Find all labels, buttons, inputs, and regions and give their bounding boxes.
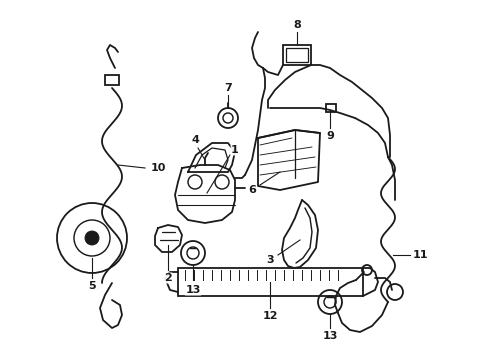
Text: 12: 12 [262, 311, 278, 321]
Circle shape [85, 231, 99, 245]
Bar [286, 48, 308, 62]
Text: 5: 5 [88, 281, 96, 291]
Text: 9: 9 [326, 131, 334, 141]
Bar [326, 104, 336, 112]
Text: 1: 1 [231, 145, 239, 155]
Text: 13: 13 [322, 331, 338, 341]
Text: 3: 3 [266, 255, 274, 265]
Text: 10: 10 [150, 163, 166, 173]
Text: 11: 11 [412, 250, 428, 260]
Text: 4: 4 [191, 135, 199, 145]
Text: 13: 13 [185, 285, 201, 295]
Text: 7: 7 [224, 83, 232, 93]
Bar [105, 75, 119, 85]
Text: 2: 2 [164, 273, 172, 283]
Bar [283, 45, 311, 65]
Bar [178, 268, 363, 296]
Text: 6: 6 [248, 185, 256, 195]
Text: 8: 8 [293, 20, 301, 30]
